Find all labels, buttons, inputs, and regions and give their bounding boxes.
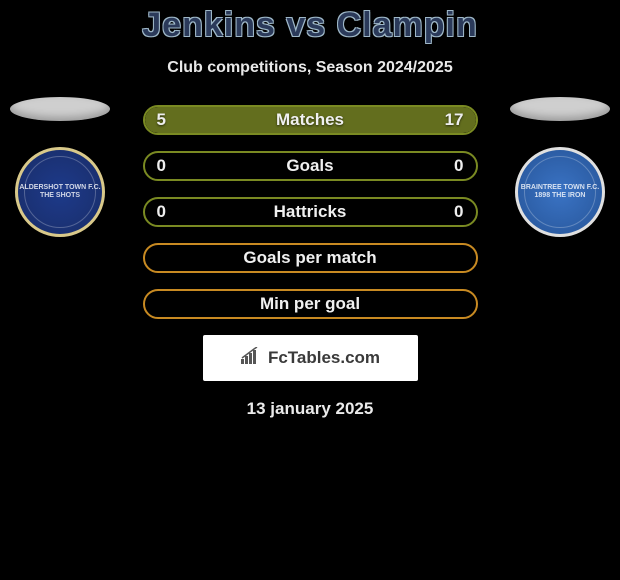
player-right-silhouette-icon — [510, 97, 610, 121]
club-badge-left: ALDERSHOT TOWN F.C. THE SHOTS — [15, 147, 105, 237]
stat-area: ALDERSHOT TOWN F.C. THE SHOTS BRAINTREE … — [0, 105, 620, 319]
watermark-text: FcTables.com — [268, 348, 380, 368]
stat-row: Min per goal — [143, 289, 478, 319]
player-left-silhouette-icon — [10, 97, 110, 121]
stat-row: 0 0 Hattricks — [143, 197, 478, 227]
stat-label: Min per goal — [260, 294, 360, 314]
snapshot-date: 13 january 2025 — [0, 399, 620, 419]
stat-value-right: 0 — [454, 156, 463, 176]
club-badge-right: BRAINTREE TOWN F.C. 1898 THE IRON — [515, 147, 605, 237]
stat-label: Matches — [276, 110, 344, 130]
stat-value-left: 0 — [157, 202, 166, 222]
stat-value-right: 0 — [454, 202, 463, 222]
stat-value-left: 5 — [157, 110, 166, 130]
stat-label: Goals — [286, 156, 333, 176]
stat-fill-right — [221, 107, 476, 133]
stat-row: 0 0 Goals — [143, 151, 478, 181]
season-subtitle: Club competitions, Season 2024/2025 — [0, 59, 620, 77]
player-left-column: ALDERSHOT TOWN F.C. THE SHOTS — [5, 97, 115, 237]
player-right-column: BRAINTREE TOWN F.C. 1898 THE IRON — [505, 97, 615, 237]
stat-value-left: 0 — [157, 156, 166, 176]
chart-bar-icon — [240, 347, 262, 370]
stat-value-right: 17 — [445, 110, 464, 130]
stat-label: Goals per match — [243, 248, 376, 268]
watermark: FcTables.com — [203, 335, 418, 381]
stat-label: Hattricks — [274, 202, 347, 222]
page-title: Jenkins vs Clampin — [0, 0, 620, 45]
stat-row: Goals per match — [143, 243, 478, 273]
club-badge-left-text: ALDERSHOT TOWN F.C. THE SHOTS — [18, 184, 102, 199]
stat-row: 5 17 Matches — [143, 105, 478, 135]
stat-bars: 5 17 Matches 0 0 Goals 0 0 Hattricks Goals per ma… — [143, 105, 478, 319]
club-badge-right-text: BRAINTREE TOWN F.C. 1898 THE IRON — [518, 184, 602, 199]
